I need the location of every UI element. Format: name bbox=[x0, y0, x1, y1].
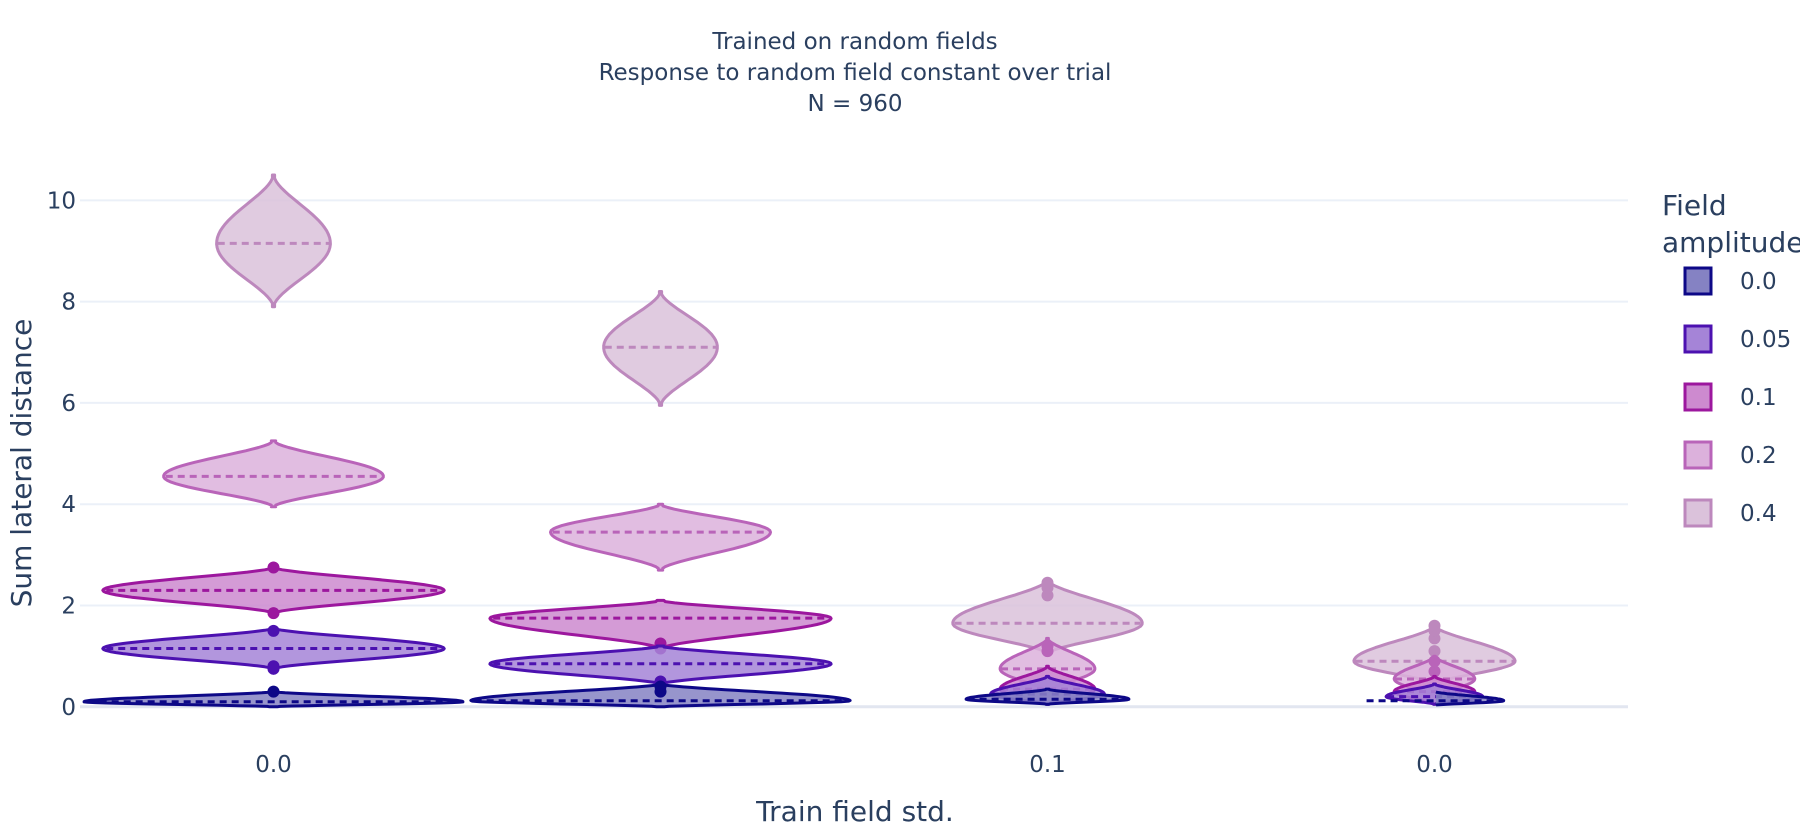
outlier-point bbox=[1041, 576, 1054, 589]
legend-label: 0.05 bbox=[1740, 327, 1791, 353]
y-tick-label: 8 bbox=[61, 290, 76, 316]
x-axis-title: Train field std. bbox=[755, 795, 954, 828]
chart-title: Trained on random fields Response to ran… bbox=[599, 29, 1112, 117]
violin-layer bbox=[82, 173, 1517, 709]
violin-0.05-group-1 bbox=[488, 644, 833, 686]
legend: Field amplitude 0.0 0.05 0.1 0.2 0.4 bbox=[1662, 189, 1800, 528]
legend-label: 0.4 bbox=[1740, 501, 1777, 527]
violin-0.1-group-1 bbox=[488, 598, 833, 651]
outlier-point bbox=[267, 624, 280, 637]
y-tick-label: 4 bbox=[61, 492, 76, 518]
legend-swatch-0.0 bbox=[1683, 266, 1713, 296]
y-axis-title: Sum lateral distance bbox=[5, 319, 38, 608]
violin-0.2-group-1 bbox=[549, 502, 772, 572]
outlier-point bbox=[267, 660, 280, 673]
outlier-point bbox=[267, 561, 280, 574]
x-tick-label: 0.0 bbox=[1416, 752, 1453, 778]
y-tick-label: 6 bbox=[61, 391, 76, 417]
title-line-3: N = 960 bbox=[808, 91, 903, 117]
legend-swatch-0.4 bbox=[1683, 498, 1713, 528]
legend-title-line-2: amplitude bbox=[1662, 226, 1800, 259]
violin-0.4-group-1 bbox=[602, 290, 719, 407]
title-line-2: Response to random field constant over t… bbox=[599, 60, 1112, 86]
legend-label: 0.0 bbox=[1740, 269, 1777, 295]
outlier-point bbox=[1428, 645, 1441, 658]
y-tick-label: 0 bbox=[61, 695, 76, 721]
outlier-point bbox=[1428, 655, 1441, 668]
outlier-point bbox=[654, 680, 667, 693]
outlier-point bbox=[1041, 640, 1054, 653]
y-tick-label: 10 bbox=[47, 188, 76, 214]
legend-swatch-0.1 bbox=[1683, 382, 1713, 412]
x-tick-label: 0.1 bbox=[1029, 752, 1066, 778]
violin-0.2-group-0 bbox=[162, 439, 385, 509]
outlier-point bbox=[267, 685, 280, 698]
y-axis-ticks: 0 2 4 6 8 10 bbox=[47, 188, 76, 720]
outlier-point bbox=[1428, 665, 1441, 678]
legend-swatch-0.2 bbox=[1683, 440, 1713, 470]
legend-label: 0.2 bbox=[1740, 443, 1777, 469]
x-axis-ticks: 0.0 0.1 0.0 bbox=[255, 752, 1453, 778]
legend-title-line-1: Field bbox=[1662, 189, 1727, 222]
outlier-point bbox=[267, 607, 280, 620]
legend-label: 0.1 bbox=[1740, 385, 1777, 411]
legend-swatch-0.05 bbox=[1683, 324, 1713, 354]
y-tick-label: 2 bbox=[61, 594, 76, 620]
violin-0.4-group-0 bbox=[215, 173, 332, 309]
title-line-1: Trained on random fields bbox=[711, 29, 997, 55]
legend-items: 0.0 0.05 0.1 0.2 0.4 bbox=[1683, 266, 1791, 528]
outlier-point bbox=[1428, 619, 1441, 632]
x-tick-label: 0.0 bbox=[255, 752, 292, 778]
